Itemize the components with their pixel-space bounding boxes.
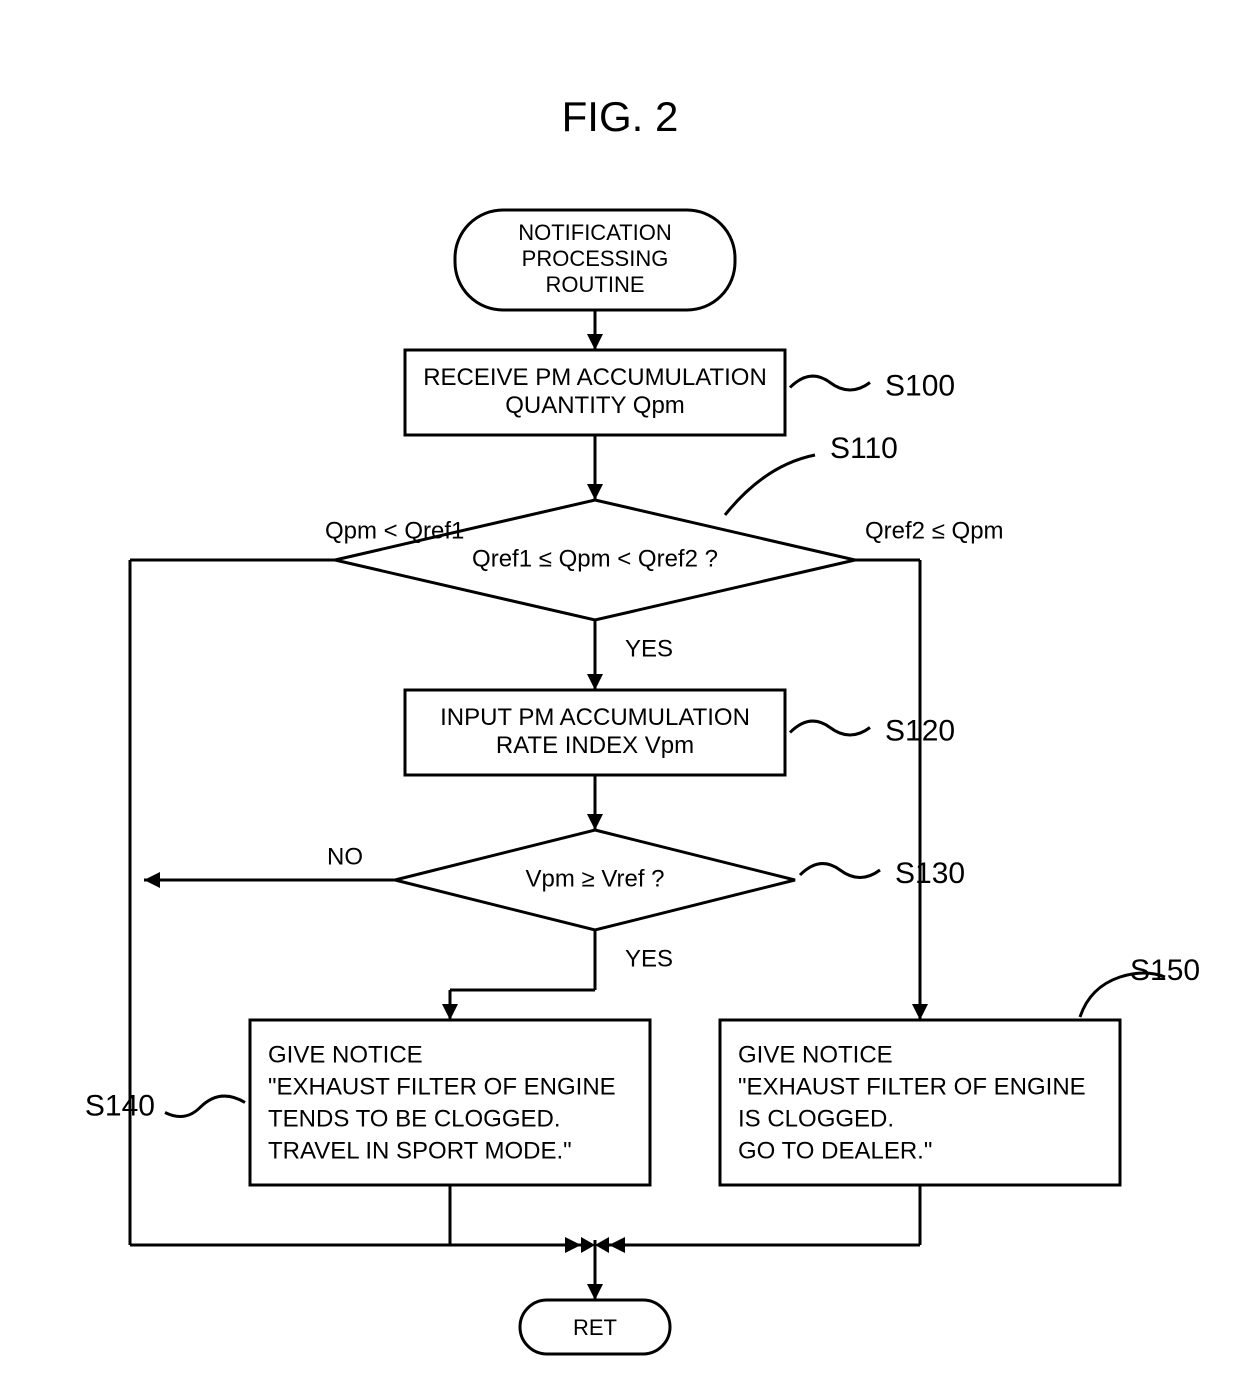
svg-text:NO: NO	[327, 843, 363, 870]
svg-text:INPUT PM ACCUMULATION: INPUT PM ACCUMULATION	[440, 704, 750, 731]
svg-text:IS CLOGGED.: IS CLOGGED.	[738, 1105, 894, 1132]
svg-text:YES: YES	[625, 945, 673, 972]
svg-text:ROUTINE: ROUTINE	[546, 272, 645, 297]
flowchart-diagram: FIG. 2 NOTIFICATIONPROCESSINGROUTINE RECEI…	[0, 0, 1240, 1394]
svg-text:RET: RET	[573, 1315, 617, 1340]
svg-text:TRAVEL IN SPORT MODE.": TRAVEL IN SPORT MODE."	[268, 1137, 572, 1164]
svg-text:S140: S140	[85, 1089, 155, 1122]
svg-text:"EXHAUST FILTER OF ENGINE: "EXHAUST FILTER OF ENGINE	[738, 1073, 1086, 1100]
svg-text:GO TO DEALER.": GO TO DEALER."	[738, 1137, 932, 1164]
svg-text:"EXHAUST FILTER OF ENGINE: "EXHAUST FILTER OF ENGINE	[268, 1073, 616, 1100]
svg-text:NOTIFICATION: NOTIFICATION	[518, 220, 672, 245]
svg-text:Qpm < Qref1: Qpm < Qref1	[325, 517, 464, 544]
svg-text:YES: YES	[625, 635, 673, 662]
svg-text:QUANTITY Qpm: QUANTITY Qpm	[505, 392, 685, 419]
svg-text:RATE INDEX Vpm: RATE INDEX Vpm	[496, 732, 694, 759]
svg-text:GIVE NOTICE: GIVE NOTICE	[738, 1041, 893, 1068]
svg-text:S150: S150	[1130, 954, 1200, 987]
svg-text:TENDS TO BE CLOGGED.: TENDS TO BE CLOGGED.	[268, 1105, 561, 1132]
svg-text:Qref1 ≤ Qpm < Qref2 ?: Qref1 ≤ Qpm < Qref2 ?	[472, 545, 718, 572]
svg-text:Qref2 ≤ Qpm: Qref2 ≤ Qpm	[865, 517, 1004, 544]
svg-text:PROCESSING: PROCESSING	[522, 246, 669, 271]
svg-text:RECEIVE PM ACCUMULATION: RECEIVE PM ACCUMULATION	[423, 364, 767, 391]
svg-text:S130: S130	[895, 857, 965, 890]
svg-text:S110: S110	[830, 432, 898, 465]
svg-text:FIG. 2: FIG. 2	[562, 93, 679, 140]
svg-text:S100: S100	[885, 369, 955, 402]
svg-text:GIVE NOTICE: GIVE NOTICE	[268, 1041, 423, 1068]
svg-text:Vpm ≥ Vref ?: Vpm ≥ Vref ?	[526, 865, 665, 892]
